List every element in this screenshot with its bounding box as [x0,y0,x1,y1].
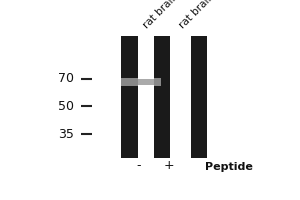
Bar [154,78,161,86]
Text: 70: 70 [58,72,74,85]
Bar [154,36,170,158]
Text: rat brain: rat brain [177,0,216,30]
Text: rat brain: rat brain [141,0,180,30]
Text: +: + [164,159,174,172]
Bar [121,36,138,158]
Text: -: - [136,159,141,172]
Text: 50: 50 [58,100,74,113]
Bar [121,78,138,86]
Text: 35: 35 [58,128,74,141]
Bar [191,36,208,158]
Bar [138,79,154,85]
Text: Peptide: Peptide [205,162,253,172]
